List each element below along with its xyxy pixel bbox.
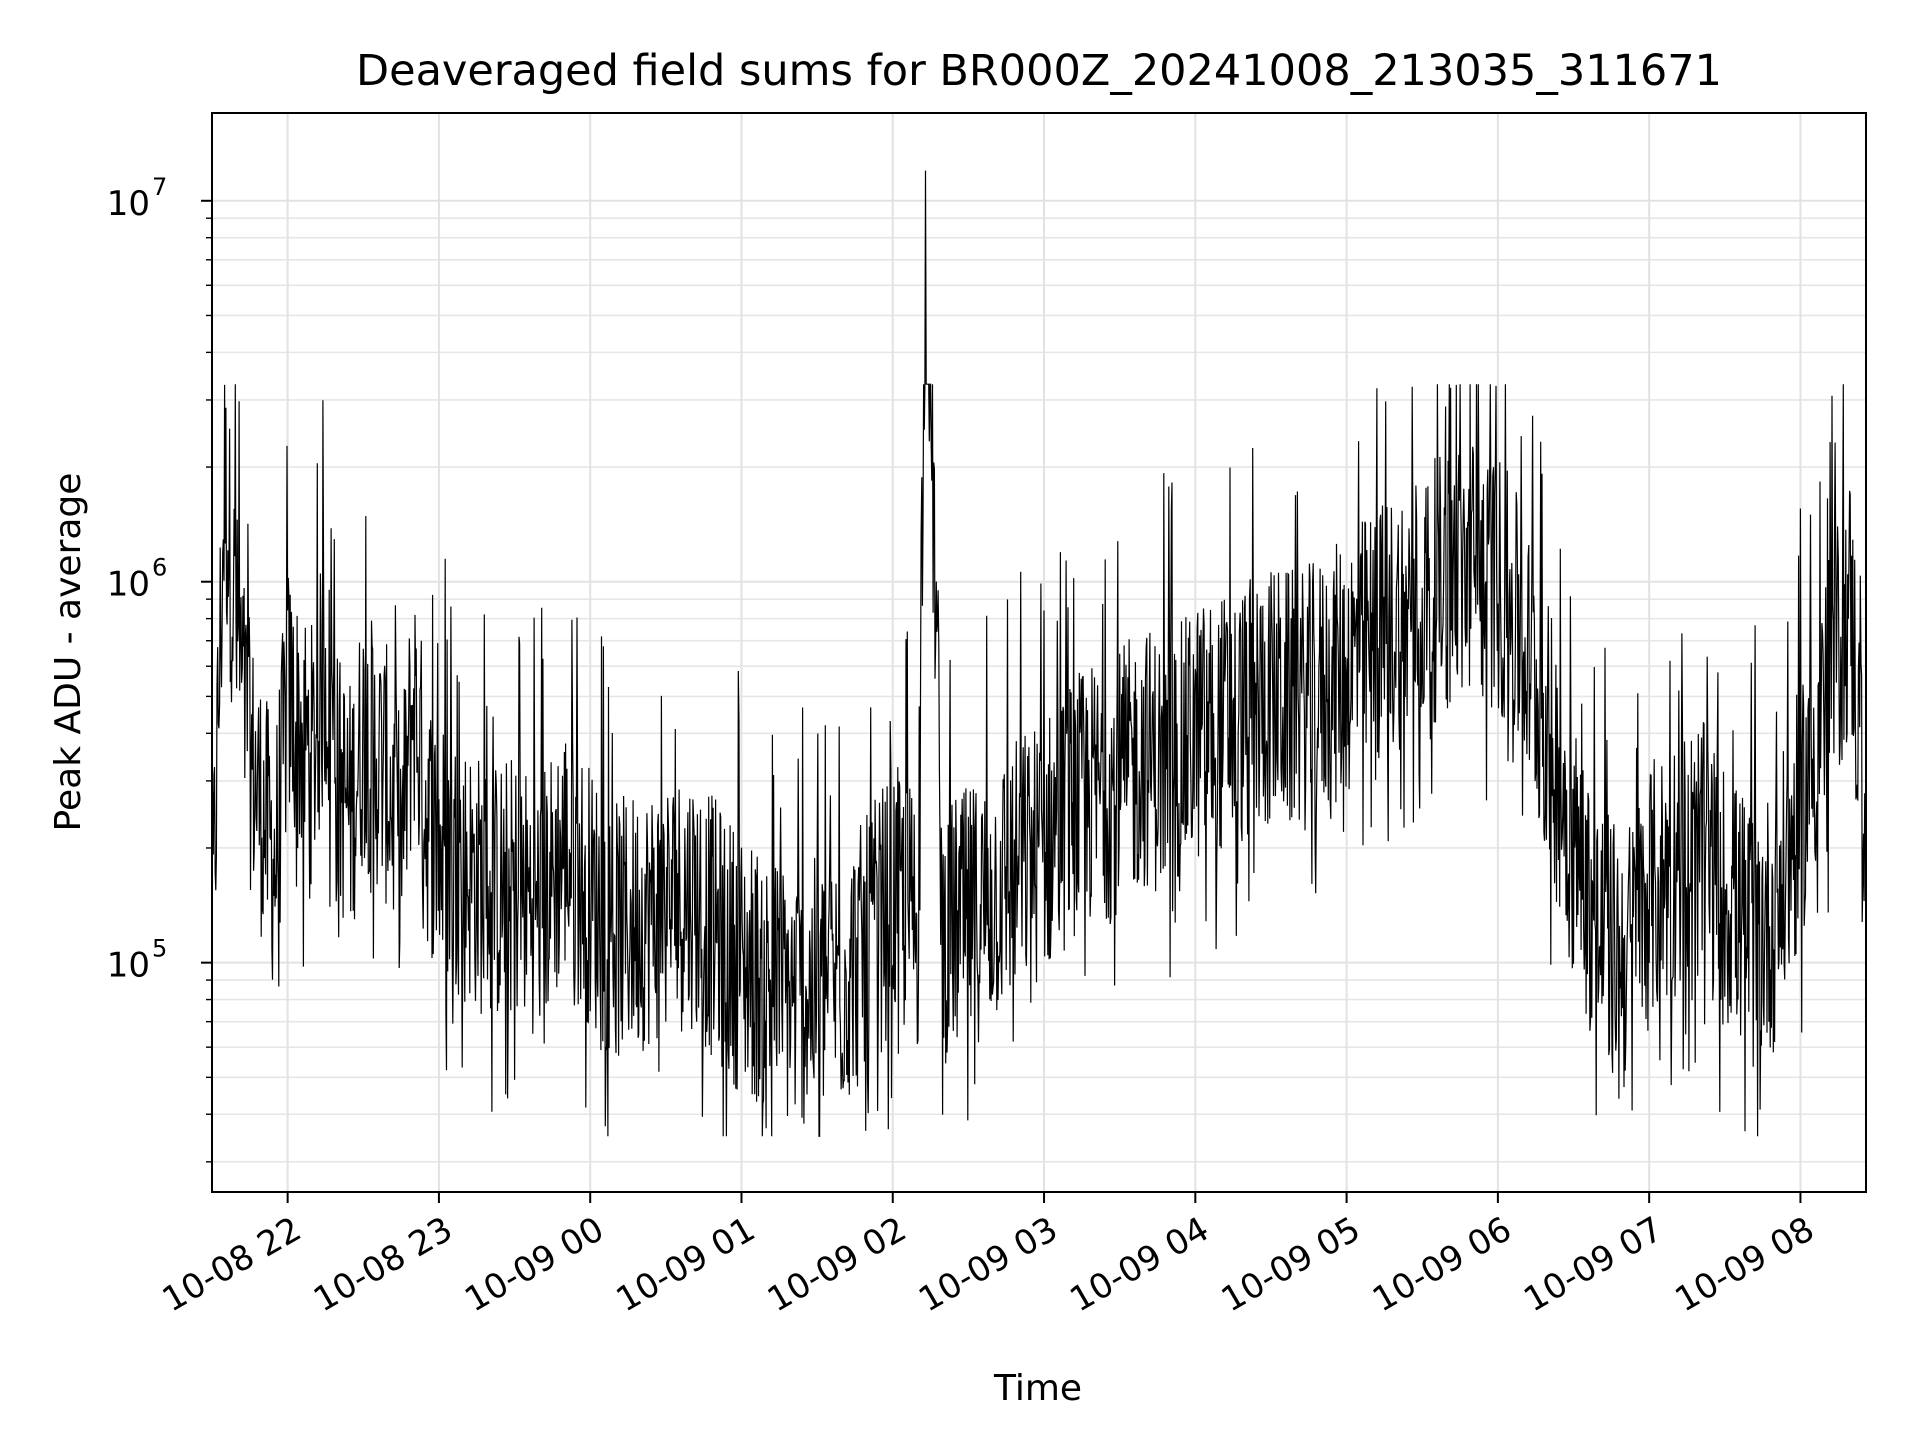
y-tick-label: 10: [107, 184, 150, 224]
y-tick-exponent: 7: [152, 173, 167, 201]
y-tick-label: 10: [107, 565, 150, 605]
gridlines: [212, 113, 1866, 1192]
chart-title: Deaveraged field sums for BR000Z_2024100…: [356, 46, 1722, 96]
y-tick-label: 10: [107, 946, 150, 986]
axes-frame: [211, 112, 1867, 1193]
y-tick-exponent: 6: [152, 554, 167, 582]
series-line: [211, 170, 1867, 1137]
y-tick-exponent: 5: [152, 935, 167, 963]
x-axis-label: Time: [993, 1368, 1082, 1409]
y-axis-label: Peak ADU - average: [48, 473, 89, 832]
plot-area: [211, 170, 1867, 1137]
